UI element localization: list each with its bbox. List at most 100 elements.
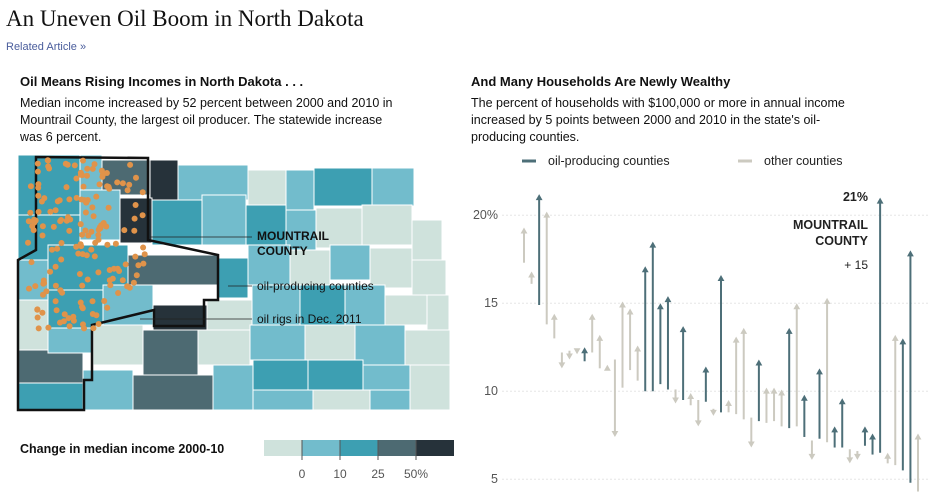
county-shape bbox=[247, 169, 287, 206]
arrow-other-county bbox=[846, 449, 854, 464]
county-shape bbox=[313, 167, 373, 207]
oil-rig-dot bbox=[88, 246, 95, 253]
county-shape bbox=[17, 299, 49, 351]
arrow-head bbox=[588, 313, 596, 320]
left-description: Median income increased by 52 percent be… bbox=[20, 96, 393, 144]
arrow-other-county bbox=[634, 345, 642, 381]
county-shape bbox=[247, 244, 291, 286]
arrow-head bbox=[672, 397, 679, 404]
arrow-oil-county bbox=[899, 338, 907, 471]
oil-rig-dot bbox=[28, 259, 35, 266]
oil-rig-dot bbox=[29, 223, 36, 230]
arrow-head bbox=[876, 197, 884, 204]
arrow-oil-county bbox=[702, 366, 710, 402]
county-shape bbox=[252, 389, 314, 411]
county-shape bbox=[384, 294, 428, 326]
oil-rig-dot bbox=[126, 181, 133, 188]
county-shape bbox=[285, 169, 315, 211]
arrow-head bbox=[528, 271, 535, 278]
oil-rig-dot bbox=[106, 185, 113, 192]
county-shape bbox=[217, 257, 249, 299]
map-label-county-line1: MOUNTRAIL bbox=[257, 229, 329, 243]
arrow-head bbox=[626, 308, 634, 315]
oil-rig-dot bbox=[139, 212, 146, 219]
arrow-head bbox=[694, 420, 702, 427]
oil-rig-dot bbox=[31, 216, 38, 223]
map-label-oil-rigs: oil rigs in Dec. 2011 bbox=[257, 312, 362, 326]
arrow-head bbox=[823, 297, 831, 304]
arrow-other-county bbox=[853, 451, 861, 460]
county-layer bbox=[16, 154, 451, 412]
arrow-oil-county bbox=[800, 394, 808, 437]
oil-rig-dot bbox=[111, 265, 117, 272]
oil-rig-dot bbox=[90, 325, 97, 332]
arrow-oil-county bbox=[755, 359, 763, 422]
oil-rig-dot bbox=[54, 198, 61, 205]
oil-rig-dot bbox=[84, 165, 91, 172]
oil-rig-dot bbox=[45, 324, 52, 331]
map-label-county-line2: COUNTY bbox=[257, 244, 308, 258]
arrow-oil-county bbox=[717, 275, 725, 413]
arrow-head bbox=[596, 334, 604, 341]
county-shape bbox=[411, 219, 443, 261]
oil-rig-dot bbox=[49, 246, 55, 253]
oil-rig-dot bbox=[35, 192, 42, 199]
arrow-head bbox=[656, 303, 664, 310]
county-shape bbox=[197, 329, 251, 366]
oil-rig-dot bbox=[34, 306, 41, 313]
scale-tick-label: 10 bbox=[333, 467, 347, 481]
oil-rig-dot bbox=[105, 204, 112, 211]
arrow-oil-county bbox=[649, 241, 657, 392]
arrow-head bbox=[793, 303, 801, 310]
arrow-other-county bbox=[550, 313, 558, 339]
county-shape bbox=[404, 329, 451, 366]
arrow-other-county bbox=[566, 350, 573, 360]
oil-rig-dot bbox=[130, 279, 137, 286]
arrow-other-county bbox=[687, 392, 695, 406]
arrow-head bbox=[740, 327, 748, 334]
oil-rig-dot bbox=[32, 283, 39, 290]
arrow-other-county bbox=[619, 301, 626, 388]
oil-rig-dot bbox=[35, 208, 42, 215]
oil-rig-dot bbox=[95, 321, 102, 327]
annotation-county-line1: MOUNTRAIL bbox=[793, 218, 868, 232]
arrow-oil-county bbox=[535, 194, 543, 305]
arrow-other-county bbox=[778, 389, 786, 427]
arrow-oil-county bbox=[664, 296, 672, 390]
county-shape bbox=[285, 209, 317, 251]
county-shape bbox=[206, 299, 253, 331]
oil-rig-dot bbox=[60, 318, 67, 325]
oil-rig-dot bbox=[126, 284, 133, 291]
arrow-head bbox=[785, 327, 793, 334]
arrow-other-county bbox=[596, 334, 604, 369]
oil-rig-dot bbox=[121, 227, 128, 234]
arrow-head bbox=[891, 334, 899, 341]
oil-rig-dot bbox=[77, 171, 84, 178]
scale-swatch bbox=[302, 440, 340, 456]
arrow-head bbox=[535, 194, 543, 201]
oil-region-outline bbox=[16, 155, 220, 412]
arrow-head bbox=[687, 392, 695, 399]
county-shape bbox=[329, 244, 371, 281]
oil-rig-dot bbox=[73, 243, 80, 250]
y-tick-label: 20% bbox=[473, 208, 498, 222]
arrow-head bbox=[664, 296, 672, 303]
map-label-county: MOUNTRAIL COUNTY bbox=[257, 229, 329, 259]
arrow-head bbox=[732, 336, 740, 343]
annotation-value: 21% bbox=[843, 190, 868, 204]
oil-rig-dot bbox=[61, 311, 68, 318]
oil-rig-dot bbox=[131, 227, 138, 234]
arrow-oil-county bbox=[907, 250, 914, 483]
arrow-other-county bbox=[573, 348, 581, 355]
arrow-head bbox=[702, 366, 710, 373]
county-shape bbox=[315, 207, 363, 249]
oil-rig-dot bbox=[58, 240, 65, 246]
oil-rig-dot bbox=[119, 180, 126, 187]
oil-rig-dot bbox=[81, 325, 87, 332]
arrow-head bbox=[816, 368, 823, 375]
arrow-head bbox=[755, 359, 763, 366]
oil-rig-dot bbox=[106, 277, 113, 284]
oil-rig-dot bbox=[52, 207, 59, 214]
related-article-link[interactable]: Related Article » bbox=[6, 41, 87, 53]
oil-rig-dot bbox=[64, 161, 71, 168]
